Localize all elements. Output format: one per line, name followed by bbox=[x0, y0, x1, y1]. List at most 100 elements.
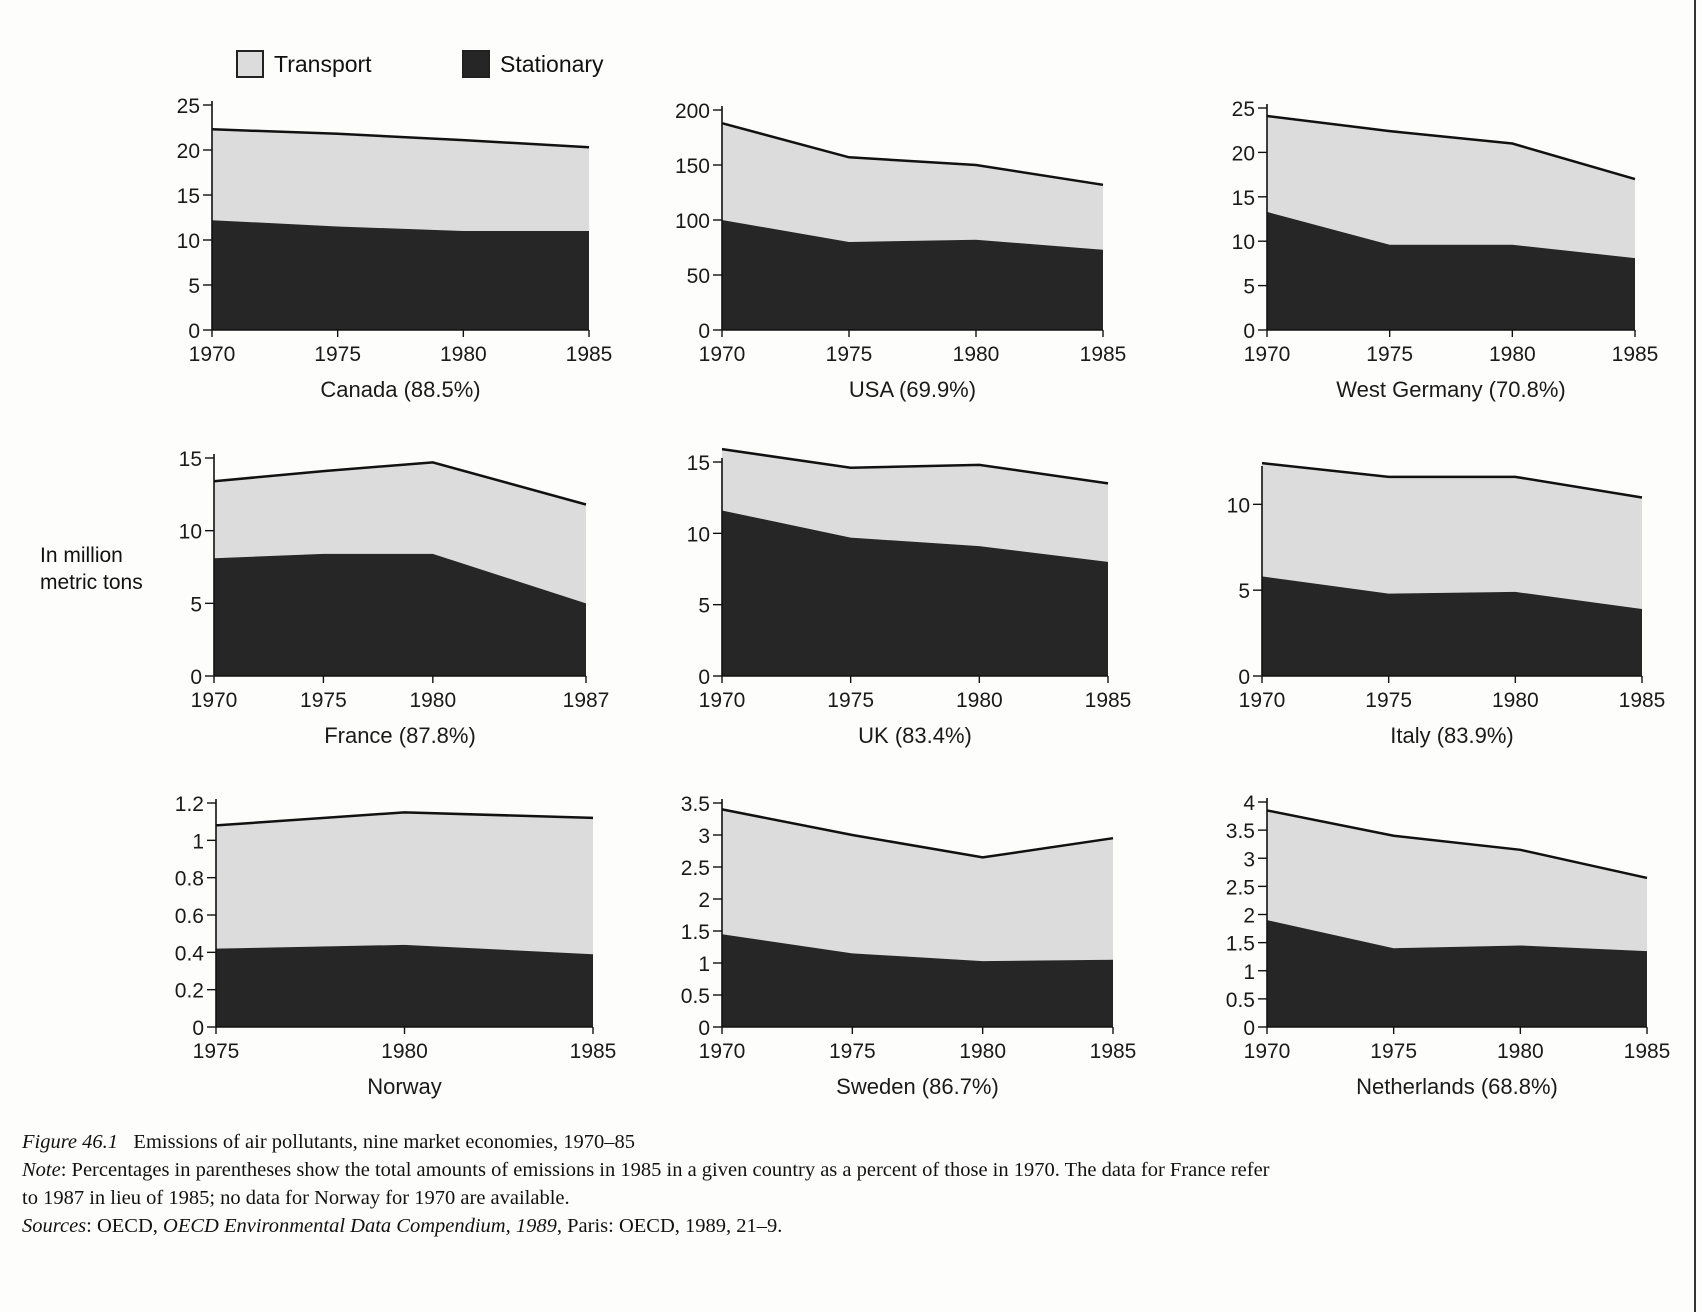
stationary-area-west-germany bbox=[1267, 211, 1635, 330]
chart-title-usa: USA (69.9%) bbox=[849, 377, 976, 402]
transport-area-norway bbox=[216, 812, 593, 955]
y-tick-label-norway: 0.8 bbox=[175, 868, 204, 891]
y-tick-label-france: 5 bbox=[190, 593, 202, 616]
x-tick-label-uk: 1985 bbox=[1085, 689, 1132, 712]
y-tick-label-west-germany: 25 bbox=[1232, 98, 1255, 121]
note-text-2: to 1987 in lieu of 1985; no data for Nor… bbox=[22, 1187, 570, 1209]
transport-area-netherlands bbox=[1267, 810, 1647, 952]
y-tick-label-netherlands: 1.5 bbox=[1226, 933, 1255, 956]
y-tick-label-netherlands: 2 bbox=[1243, 905, 1255, 928]
total-line-west-germany bbox=[1266, 114, 1636, 181]
chart-title-west-germany: West Germany (70.8%) bbox=[1336, 377, 1565, 402]
y-tick-label-uk: 0 bbox=[698, 666, 710, 689]
x-tick-label-netherlands: 1985 bbox=[1624, 1040, 1671, 1063]
stationary-area-italy bbox=[1262, 576, 1642, 676]
total-line-canada bbox=[211, 128, 590, 149]
caption-line-4: Sources: OECD, OECD Environmental Data C… bbox=[22, 1212, 1682, 1240]
transport-area-canada bbox=[212, 129, 589, 231]
chart-title-france: France (87.8%) bbox=[324, 723, 476, 748]
y-tick-label-norway: 0.2 bbox=[175, 980, 204, 1003]
total-line-uk bbox=[721, 447, 1109, 485]
y-tick-label-west-germany: 10 bbox=[1232, 231, 1255, 254]
y-tick-label-norway: 1 bbox=[192, 830, 204, 853]
x-tick-label-canada: 1975 bbox=[314, 343, 361, 366]
y-tick-label-italy: 5 bbox=[1238, 580, 1250, 603]
x-tick-label-france: 1980 bbox=[409, 689, 456, 712]
y-tick-label-netherlands: 3 bbox=[1243, 848, 1255, 871]
x-tick-label-canada: 1980 bbox=[440, 343, 487, 366]
note-text: : Percentages in parentheses show the to… bbox=[60, 1159, 1270, 1181]
y-tick-label-sweden: 0 bbox=[698, 1017, 710, 1040]
x-tick-label-usa: 1985 bbox=[1080, 343, 1127, 366]
x-tick-label-france: 1987 bbox=[563, 689, 610, 712]
y-tick-label-canada: 20 bbox=[177, 140, 200, 163]
legend-transport-label: Transport bbox=[274, 50, 372, 77]
chart-title-norway: Norway bbox=[367, 1074, 442, 1099]
legend-stationary-label: Stationary bbox=[500, 50, 604, 77]
caption-line-2: Note: Percentages in parentheses show th… bbox=[22, 1156, 1682, 1184]
total-line-italy bbox=[1261, 461, 1643, 499]
chart-uk: 0 5 10 15 1970 1975 1980 1985 UK (83.4%) bbox=[687, 447, 1132, 748]
y-tick-label-sweden: 3 bbox=[698, 825, 710, 848]
chart-title-uk: UK (83.4%) bbox=[858, 723, 972, 748]
legend-transport: Transport bbox=[236, 50, 372, 78]
y-tick-label-usa: 200 bbox=[675, 100, 710, 123]
transport-area-sweden bbox=[722, 809, 1113, 962]
x-tick-label-italy: 1980 bbox=[1492, 689, 1539, 712]
x-tick-label-france: 1975 bbox=[300, 689, 347, 712]
stationary-area-sweden bbox=[722, 934, 1113, 1027]
x-tick-label-italy: 1985 bbox=[1619, 689, 1666, 712]
y-tick-label-canada: 15 bbox=[177, 185, 200, 208]
y-tick-label-usa: 50 bbox=[687, 265, 710, 288]
y-tick-label-canada: 10 bbox=[177, 230, 200, 253]
y-tick-label-usa: 100 bbox=[675, 210, 710, 233]
stationary-swatch bbox=[462, 50, 490, 78]
y-tick-label-france: 15 bbox=[179, 448, 202, 471]
y-tick-label-netherlands: 3.5 bbox=[1226, 820, 1255, 843]
y-tick-label-sweden: 2.5 bbox=[681, 857, 710, 880]
y-tick-label-netherlands: 0 bbox=[1243, 1017, 1255, 1040]
chart-norway: 0 0.2 0.4 0.6 0.8 1 1.2 1975 1980 1985 Norway bbox=[175, 793, 617, 1099]
y-tick-label-sweden: 0.5 bbox=[681, 985, 710, 1008]
sources-post: , Paris: OECD, 1989, 21–9. bbox=[556, 1215, 783, 1237]
legend-stationary: Stationary bbox=[462, 50, 604, 78]
x-tick-label-norway: 1980 bbox=[381, 1040, 428, 1063]
y-tick-label-usa: 0 bbox=[698, 320, 710, 343]
stationary-area-netherlands bbox=[1267, 920, 1647, 1027]
y-tick-label-netherlands: 0.5 bbox=[1226, 989, 1255, 1012]
y-tick-label-italy: 10 bbox=[1227, 494, 1250, 517]
x-tick-label-canada: 1970 bbox=[189, 343, 236, 366]
y-tick-label-norway: 0.6 bbox=[175, 905, 204, 928]
chart-title-sweden: Sweden (86.7%) bbox=[836, 1074, 999, 1099]
x-tick-label-norway: 1975 bbox=[193, 1040, 240, 1063]
x-tick-label-netherlands: 1975 bbox=[1370, 1040, 1417, 1063]
chart-canada: 0 5 10 15 20 25 1970 1975 1980 1985 Canada (88.5%) bbox=[177, 95, 613, 402]
y-tick-label-norway: 0.4 bbox=[175, 942, 205, 965]
y-axis-label-line-2: metric tons bbox=[40, 571, 143, 594]
y-tick-label-netherlands: 2.5 bbox=[1226, 876, 1255, 899]
x-tick-label-west-germany: 1980 bbox=[1489, 343, 1536, 366]
total-line-netherlands bbox=[1266, 809, 1648, 880]
x-tick-label-sweden: 1985 bbox=[1090, 1040, 1137, 1063]
y-tick-label-norway: 1.2 bbox=[175, 793, 204, 816]
y-tick-label-canada: 0 bbox=[188, 320, 200, 343]
y-axis-label: In million metric tons bbox=[40, 542, 200, 596]
stationary-area-usa bbox=[722, 220, 1103, 330]
y-tick-label-uk: 15 bbox=[687, 452, 710, 475]
sources-label: Sources bbox=[22, 1215, 87, 1237]
x-tick-label-usa: 1970 bbox=[699, 343, 746, 366]
stationary-area-norway bbox=[216, 944, 593, 1027]
figure-title: Emissions of air pollutants, nine market… bbox=[133, 1131, 636, 1153]
x-tick-label-usa: 1975 bbox=[826, 343, 873, 366]
x-tick-label-usa: 1980 bbox=[953, 343, 1000, 366]
chart-france: 0 5 10 15 1970 1975 1980 1987 France (87.8%) bbox=[179, 448, 610, 748]
x-tick-label-uk: 1970 bbox=[699, 689, 746, 712]
note-label: Note bbox=[22, 1159, 61, 1181]
y-tick-label-west-germany: 0 bbox=[1243, 320, 1255, 343]
transport-area-france bbox=[214, 462, 586, 604]
y-tick-label-sweden: 2 bbox=[698, 889, 710, 912]
caption-line-1: Figure 46.1 Emissions of air pollutants,… bbox=[22, 1128, 1682, 1156]
chart-netherlands: 0 0.5 1 1.5 2 2.5 3 3.5 4 1970 1975 1980 1985 Netherl… bbox=[1226, 792, 1671, 1099]
